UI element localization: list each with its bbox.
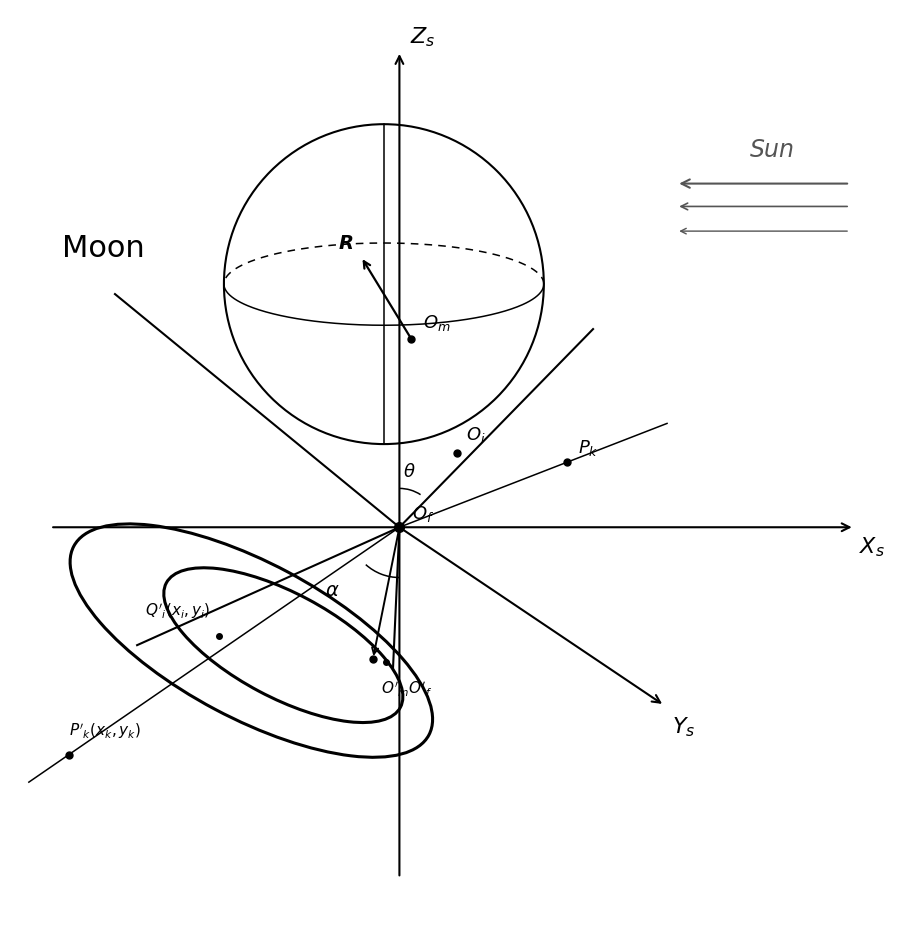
Text: $Q'_i(x_i,y_i)$: $Q'_i(x_i,y_i)$ xyxy=(145,600,210,620)
Text: $O_i$: $O_i$ xyxy=(466,425,485,445)
Text: $\alpha$: $\alpha$ xyxy=(325,581,340,599)
Text: $Y_s$: $Y_s$ xyxy=(672,715,696,738)
Text: $O_m$: $O_m$ xyxy=(423,312,451,332)
Text: $\theta$: $\theta$ xyxy=(403,463,416,480)
Text: $P_k$: $P_k$ xyxy=(578,437,599,458)
Text: $P'_k(x_k,y_k)$: $P'_k(x_k,y_k)$ xyxy=(69,721,141,740)
Text: Moon: Moon xyxy=(62,234,145,262)
Text: Sun: Sun xyxy=(749,138,795,161)
Text: $O'_m O'_f$: $O'_m O'_f$ xyxy=(381,680,432,699)
Text: $Z_s$: $Z_s$ xyxy=(410,25,436,49)
Text: $X_s$: $X_s$ xyxy=(859,535,885,559)
Text: $O_f$: $O_f$ xyxy=(412,503,434,523)
Text: $\boldsymbol{R}$: $\boldsymbol{R}$ xyxy=(338,234,354,253)
